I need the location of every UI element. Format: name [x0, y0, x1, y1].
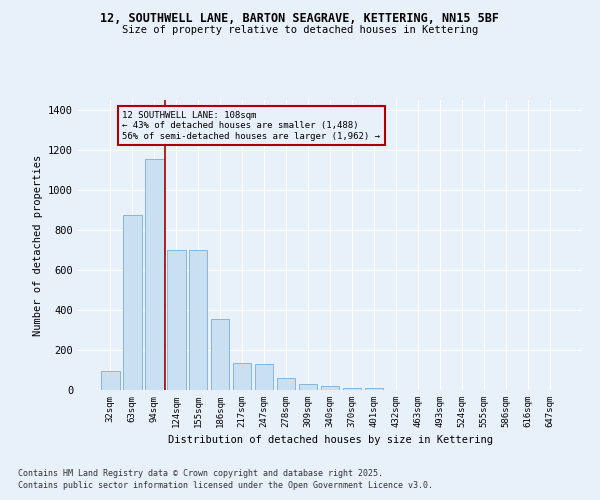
Bar: [365, 388, 383, 390]
Y-axis label: Number of detached properties: Number of detached properties: [32, 154, 43, 336]
Bar: [123, 215, 142, 390]
Bar: [211, 319, 229, 390]
Bar: [299, 384, 317, 390]
Bar: [101, 371, 119, 390]
Bar: [320, 386, 340, 390]
Bar: [145, 159, 164, 390]
Bar: [255, 364, 274, 390]
Text: Size of property relative to detached houses in Kettering: Size of property relative to detached ho…: [122, 25, 478, 35]
Text: Contains HM Land Registry data © Crown copyright and database right 2025.: Contains HM Land Registry data © Crown c…: [18, 468, 383, 477]
Text: Contains public sector information licensed under the Open Government Licence v3: Contains public sector information licen…: [18, 481, 433, 490]
Text: 12, SOUTHWELL LANE, BARTON SEAGRAVE, KETTERING, NN15 5BF: 12, SOUTHWELL LANE, BARTON SEAGRAVE, KET…: [101, 12, 499, 26]
Bar: [277, 378, 295, 390]
X-axis label: Distribution of detached houses by size in Kettering: Distribution of detached houses by size …: [167, 436, 493, 446]
Bar: [343, 388, 361, 390]
Text: 12 SOUTHWELL LANE: 108sqm
← 43% of detached houses are smaller (1,488)
56% of se: 12 SOUTHWELL LANE: 108sqm ← 43% of detac…: [122, 111, 380, 141]
Bar: [233, 363, 251, 390]
Bar: [167, 250, 185, 390]
Bar: [189, 250, 208, 390]
